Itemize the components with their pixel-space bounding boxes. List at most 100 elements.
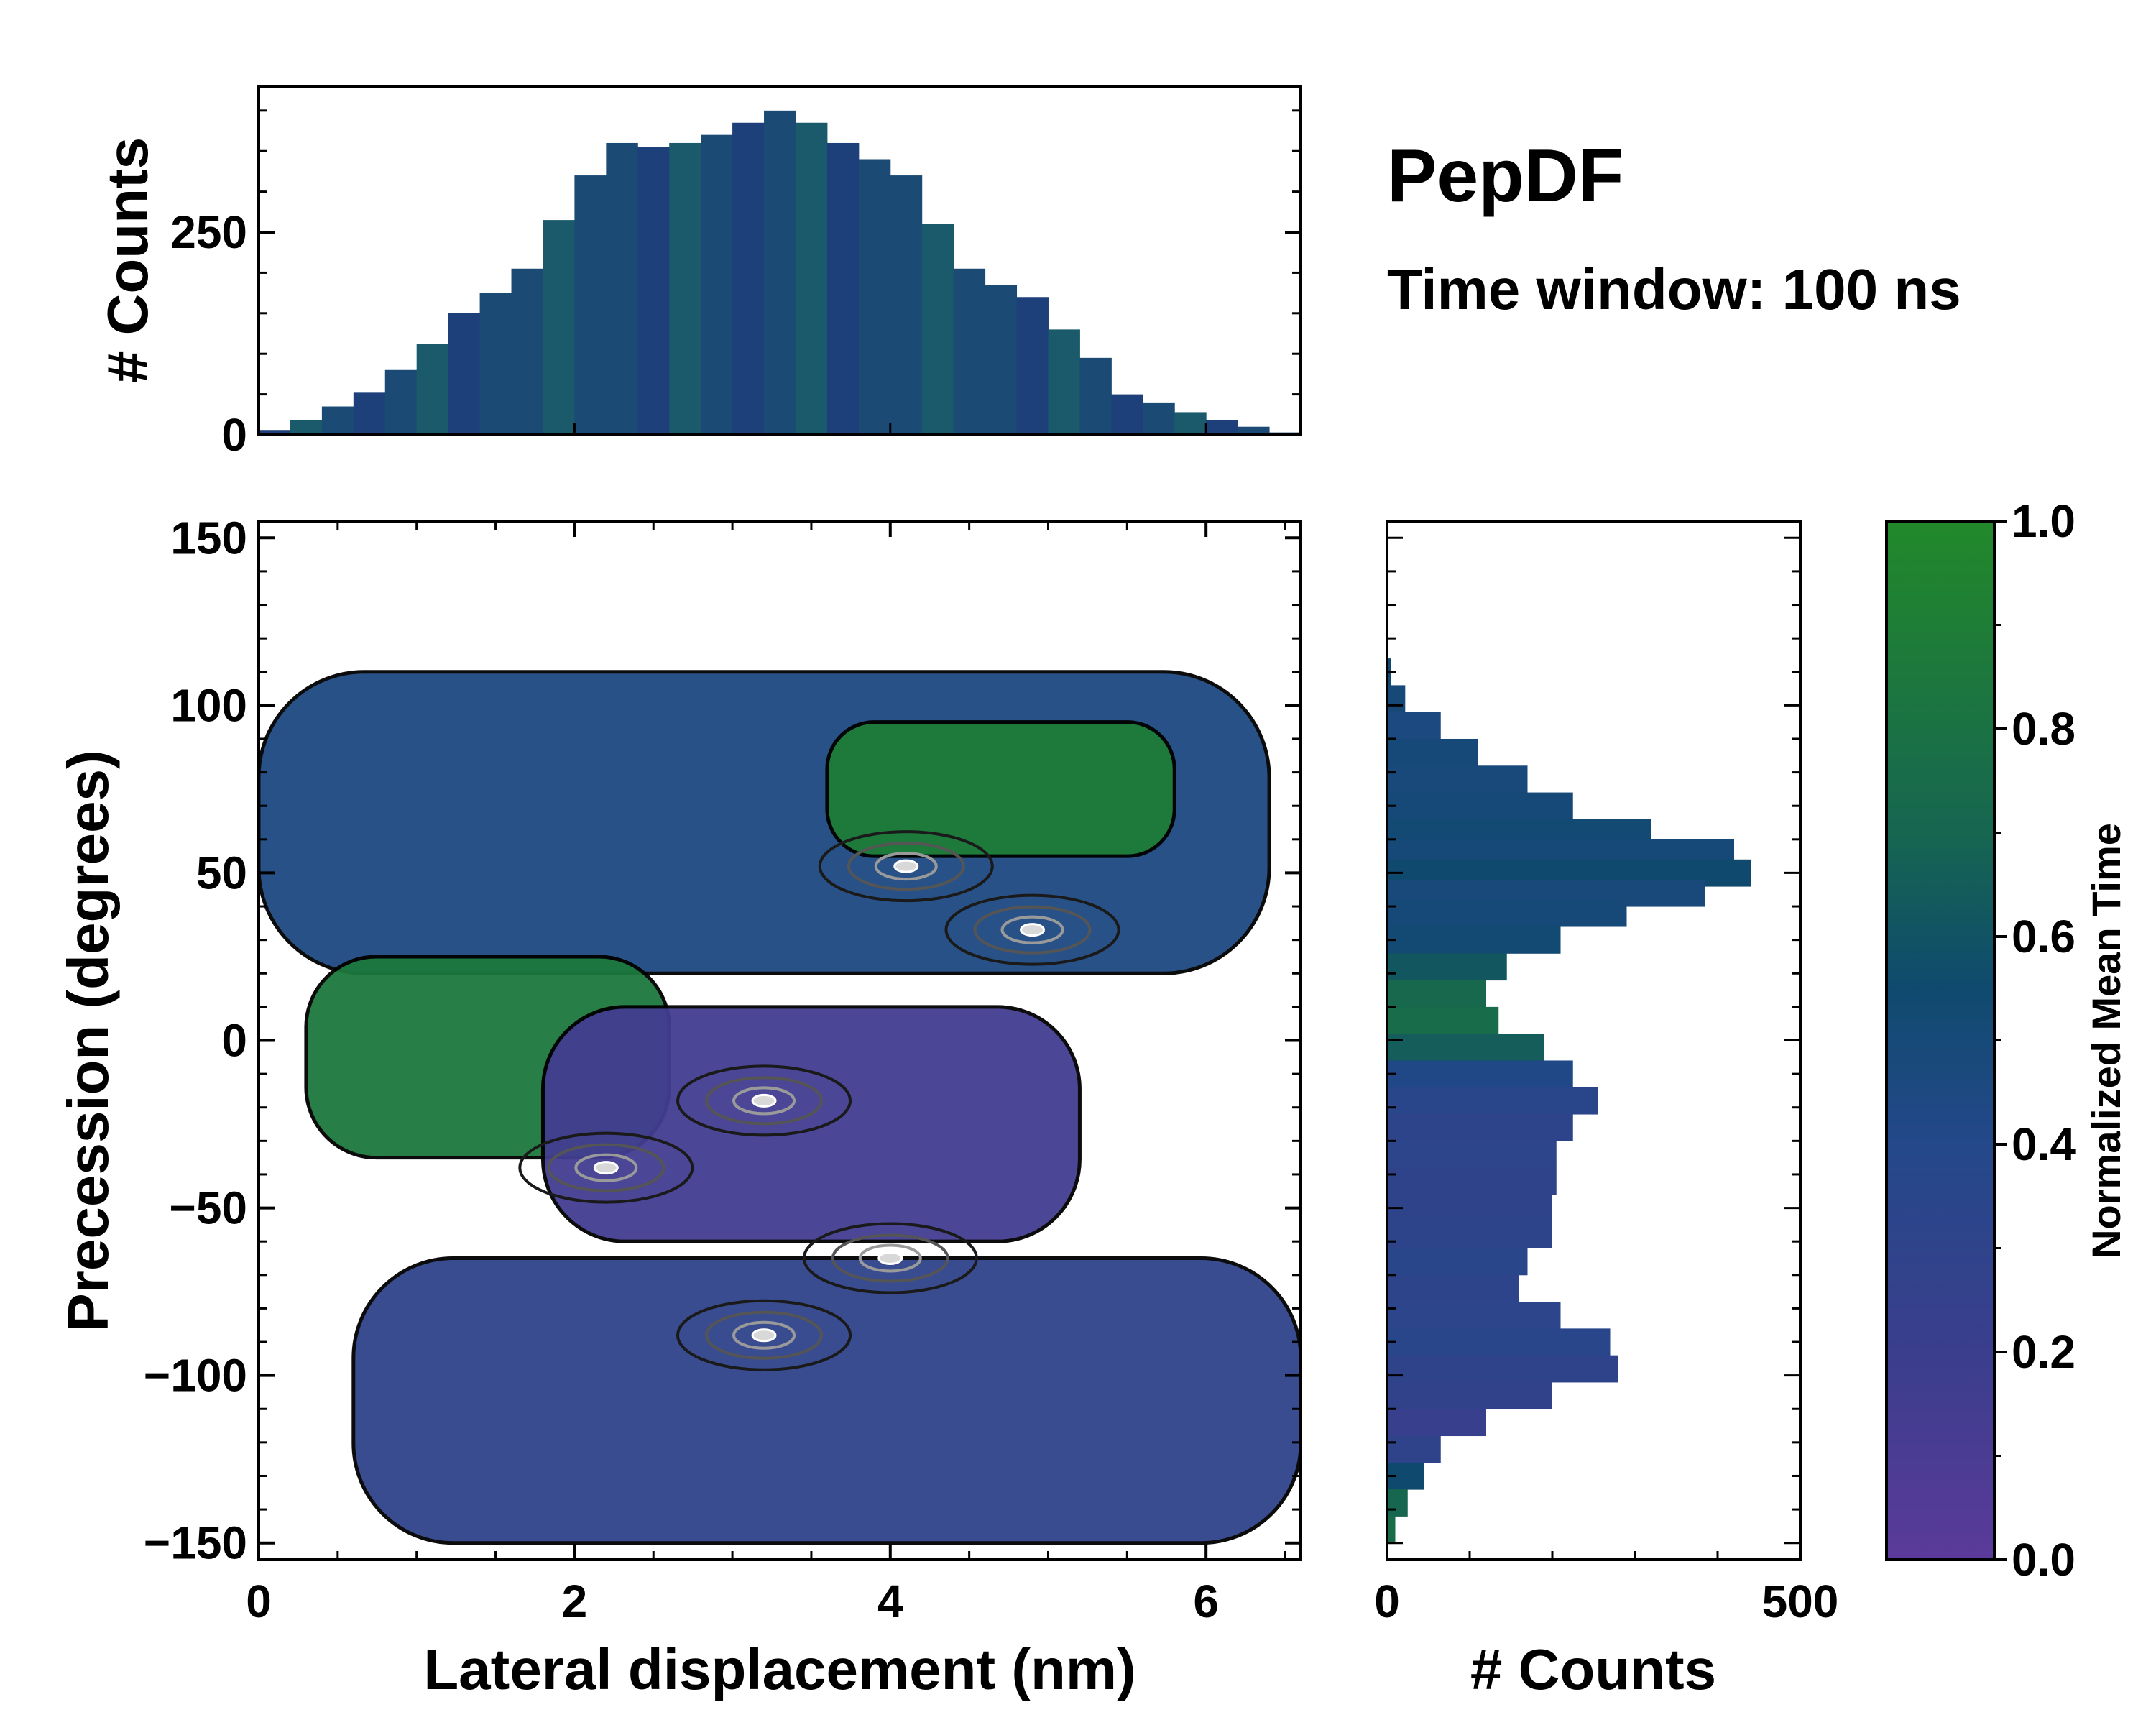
right-histogram-bar: [1387, 1355, 1618, 1383]
right-histogram-bar: [1387, 1006, 1499, 1034]
right-histogram-bar: [1387, 1274, 1519, 1302]
right-histogram-bar: [1387, 1194, 1552, 1222]
right-histogram-bars: [1387, 658, 1751, 1544]
top-histogram-bar: [606, 142, 638, 435]
y-tick-label: −150: [144, 1517, 247, 1569]
top-histogram-bar: [669, 142, 701, 435]
heatmap-region-2: [825, 720, 1176, 858]
top-histogram-bar: [858, 159, 891, 435]
colorbar-gradient: [1885, 520, 1996, 1561]
density-peak-2: [676, 1064, 852, 1137]
top-histogram-bars: [259, 110, 1302, 436]
chart-title: PepDF: [1387, 134, 1623, 218]
right-histogram-bar: [1387, 1141, 1557, 1169]
x-tick-label: 4: [877, 1576, 903, 1627]
right-histogram-bar: [1387, 1248, 1528, 1276]
top-histogram-bar: [826, 142, 860, 435]
right-histogram-bar: [1387, 1221, 1552, 1248]
colorbar-tick-label: 0.6: [2012, 911, 2076, 962]
top-y-axis-label: # Counts: [96, 137, 160, 383]
top-histogram-bar: [637, 147, 670, 435]
chart-subtitle: Time window: 100 ns: [1387, 257, 1961, 321]
x-tick-label: 6: [1193, 1576, 1219, 1627]
right-histogram-bar: [1387, 1114, 1573, 1141]
right-histogram-bar: [1387, 953, 1507, 981]
right-x-axis: 0 500: [1374, 536, 1839, 1627]
right-histogram-bar: [1387, 1328, 1611, 1356]
right-histogram-bar: [1387, 1167, 1557, 1195]
top-histogram-bar: [353, 392, 386, 435]
top-histogram-bar: [448, 313, 481, 435]
y-tick-label: 150: [170, 512, 247, 564]
y-tick-label: 50: [196, 847, 247, 898]
right-histogram-bar: [1387, 1489, 1408, 1517]
top-histogram-bar: [1206, 420, 1238, 435]
top-histogram-bar: [1111, 394, 1143, 435]
right-histogram-bar: [1387, 980, 1486, 1008]
top-histogram-bar: [574, 175, 607, 435]
x-tick-label: 2: [562, 1576, 588, 1627]
top-histogram-bar: [795, 122, 828, 436]
top-histogram-bar: [384, 369, 418, 435]
top-histogram-bar: [290, 420, 323, 435]
x-tick-label: 0: [246, 1576, 272, 1627]
density-peak-6: [944, 893, 1120, 966]
top-histogram-bar: [1238, 426, 1270, 435]
density-peak-5: [518, 1131, 694, 1204]
right-histogram-bar: [1387, 1060, 1573, 1088]
right-histogram-bar: [1387, 1381, 1552, 1409]
main-y-axis: 150 100 50 0 −50 −100 −150: [144, 512, 1301, 1569]
top-y-tick-label: 250: [170, 206, 247, 258]
heatmap-region-4: [540, 1005, 1082, 1243]
y-tick-label: 100: [170, 679, 247, 731]
x-axis-label: Lateral displacement (nm): [423, 1637, 1135, 1701]
colorbar: 0.0 0.2 0.4 0.6 0.8 1.0 Normalized Mean Time: [1885, 495, 2129, 1586]
top-histogram-bar: [921, 224, 954, 435]
colorbar-label: Normalized Mean Time: [2083, 823, 2129, 1259]
y-tick-label: −50: [169, 1182, 247, 1234]
top-histogram-bar: [259, 430, 291, 435]
colorbar-tick-label: 0.4: [2012, 1118, 2076, 1170]
colorbar-tick-label: 1.0: [2012, 495, 2076, 547]
top-histogram-bar: [1143, 402, 1175, 435]
top-histogram-bar: [511, 268, 543, 435]
density-contours: [518, 830, 1120, 1371]
top-histogram-bar: [1079, 357, 1112, 435]
right-histogram-bar: [1387, 685, 1406, 713]
top-histogram-bar: [732, 122, 765, 436]
right-histogram-bar: [1387, 1087, 1598, 1115]
right-x-tick-label: 0: [1374, 1576, 1400, 1627]
top-histogram-bar: [479, 293, 512, 435]
colorbar-tick-label: 0.0: [2012, 1534, 2076, 1586]
right-histogram-bar: [1387, 1516, 1396, 1544]
right-x-axis-label: # Counts: [1470, 1637, 1716, 1701]
density-peak-1: [818, 830, 994, 903]
top-y-tick-label: 0: [221, 409, 247, 461]
top-histogram-bar: [416, 344, 449, 435]
top-histogram-bar: [953, 268, 986, 435]
colorbar-tick-label: 0.8: [2012, 703, 2076, 755]
top-y-axis: 0 250: [170, 109, 1301, 461]
main-heatmap-panel: 0 2 4 6 150 100 50 0 −50 −100 −150 Lateral displa…: [56, 512, 1302, 1701]
right-histogram-bar: [1387, 1302, 1561, 1329]
top-histogram-bar: [1048, 329, 1080, 435]
density-peak-4: [676, 1299, 852, 1371]
right-histogram-bar: [1387, 792, 1573, 820]
right-histogram-bar: [1387, 1409, 1486, 1437]
top-histogram-bar: [543, 220, 575, 435]
right-histogram-bar: [1387, 712, 1441, 740]
main-x-axis: 0 2 4 6: [246, 521, 1286, 1627]
top-plot-frame: [257, 85, 1302, 436]
colorbar-ticks: 0.0 0.2 0.4 0.6 0.8 1.0: [1994, 495, 2076, 1586]
top-histogram-bar: [321, 406, 354, 435]
y-tick-label: 0: [221, 1015, 247, 1067]
right-histogram-bar: [1387, 899, 1627, 927]
top-histogram-bar: [1016, 297, 1049, 435]
top-histogram-bar: [764, 110, 796, 435]
right-x-tick-label: 500: [1762, 1576, 1839, 1627]
y-tick-label: −100: [144, 1350, 247, 1402]
heatmap-regions: [259, 670, 1301, 1545]
top-histogram-bar: [985, 285, 1018, 435]
y-axis-label: Precession (degrees): [56, 750, 120, 1331]
